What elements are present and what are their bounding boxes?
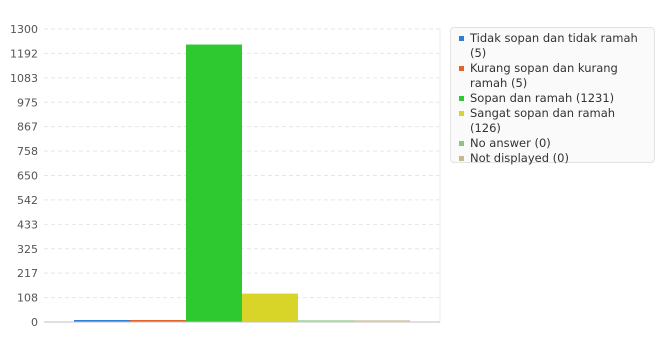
legend-label: Sopan dan ramah (1231)	[470, 91, 615, 105]
y-tick-label: 1300	[10, 23, 38, 36]
legend-swatch	[459, 96, 464, 101]
bar[interactable]	[186, 44, 242, 322]
bar[interactable]	[298, 320, 354, 322]
legend-label: Not displayed (0)	[470, 151, 569, 165]
bar[interactable]	[354, 320, 410, 322]
y-axis-ticks: 1300 1192 1083 975 867 758 650 542 433 325 217 108 0	[10, 23, 38, 329]
y-tick-label: 1083	[10, 72, 38, 85]
y-tick-label: 108	[17, 292, 38, 305]
bar-chart: 1300 1192 1083 975 867 758 650 542 433 325 217 108 0	[10, 23, 441, 329]
bar[interactable]	[130, 320, 186, 322]
y-tick-label: 650	[17, 170, 38, 183]
legend-swatch	[459, 156, 464, 161]
bar[interactable]	[242, 293, 298, 322]
y-tick-label: 433	[17, 218, 38, 231]
legend-label: Sangat sopan dan ramah (126)	[470, 106, 616, 135]
legend: Tidak sopan dan tidak ramah (5) Kurang s…	[450, 27, 655, 166]
legend-label: Tidak sopan dan tidak ramah (5)	[470, 31, 638, 60]
y-tick-label: 542	[17, 194, 38, 207]
y-tick-label: 867	[17, 121, 38, 134]
legend-swatch	[459, 111, 464, 116]
legend-item-sangat-sopan[interactable]: Sangat sopan dan ramah (126)	[457, 106, 648, 136]
legend-swatch	[459, 141, 464, 146]
legend-label: Kurang sopan dan kurang ramah (5)	[470, 61, 618, 90]
y-tick-label: 217	[17, 267, 38, 280]
legend-swatch	[459, 66, 464, 71]
y-tick-label: 975	[17, 96, 38, 109]
legend-item-not-displayed[interactable]: Not displayed (0)	[457, 151, 648, 166]
y-tick-label: 0	[31, 316, 38, 329]
legend-label: No answer (0)	[470, 136, 551, 150]
legend-item-kurang-sopan[interactable]: Kurang sopan dan kurang ramah (5)	[457, 61, 648, 91]
legend-item-sopan[interactable]: Sopan dan ramah (1231)	[457, 91, 648, 106]
bars	[74, 44, 410, 322]
legend-item-no-answer[interactable]: No answer (0)	[457, 136, 648, 151]
bar[interactable]	[74, 320, 130, 322]
y-tick-label: 325	[17, 243, 38, 256]
legend-item-tidak-sopan[interactable]: Tidak sopan dan tidak ramah (5)	[457, 31, 648, 61]
y-tick-label: 1192	[10, 47, 38, 60]
legend-swatch	[459, 36, 464, 41]
y-tick-label: 758	[17, 145, 38, 158]
